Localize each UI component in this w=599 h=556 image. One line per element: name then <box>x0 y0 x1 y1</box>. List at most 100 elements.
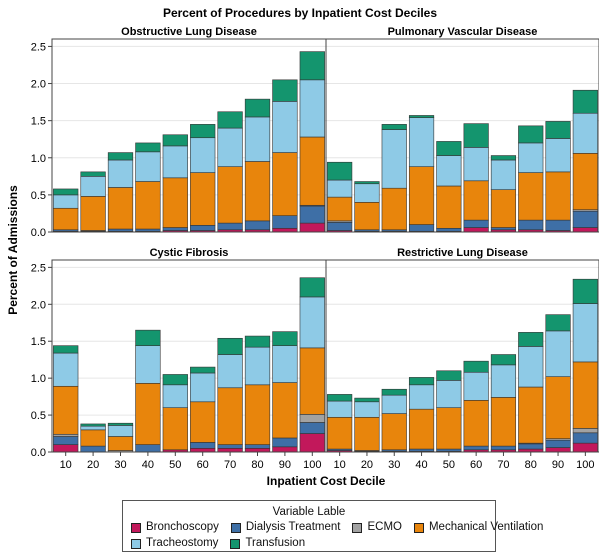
bar-segment-bronchoscopy-60 <box>190 448 216 453</box>
y-tick-label: 2.5 <box>31 262 46 274</box>
legend-label-bronchoscopy: Bronchoscopy <box>146 521 219 533</box>
bar-segment-tracheostomy-50 <box>162 145 188 179</box>
bar-segment-dialysis-treatment-50 <box>162 227 188 231</box>
bar-segment-mechanical-ventilation-100 <box>572 361 598 429</box>
y-tick-label: 0.5 <box>31 410 46 422</box>
legend-label-mechanical-ventilation: Mechanical Ventilation <box>428 521 544 533</box>
bar-segment-bronchoscopy-90 <box>272 446 298 453</box>
bar-segment-dialysis-treatment-100 <box>572 432 598 444</box>
bar-segment-transfusion-70 <box>490 155 517 161</box>
bar-segment-mechanical-ventilation-30 <box>381 187 407 231</box>
bar-segment-transfusion-10 <box>327 394 353 402</box>
legend-item-dialysis-treatment: Dialysis Treatment <box>230 520 340 535</box>
bar-segment-transfusion-80 <box>518 125 544 144</box>
legend-item-tracheostomy: Tracheostomy <box>131 536 218 551</box>
bar-segment-dialysis-treatment-60 <box>190 225 216 231</box>
bar-segment-mechanical-ventilation-70 <box>490 189 517 228</box>
bar-segment-mechanical-ventilation-50 <box>436 407 462 450</box>
bar-segment-tracheostomy-70 <box>490 364 517 398</box>
bar-segment-tracheostomy-80 <box>518 346 544 388</box>
bar-segment-mechanical-ventilation-50 <box>162 407 188 451</box>
legend-row-1: Bronchoscopy Dialysis Treatment ECMO Mec… <box>123 520 543 535</box>
bar-segment-mechanical-ventilation-40 <box>408 408 435 450</box>
bar-segment-transfusion-40 <box>408 377 435 386</box>
bar-segment-bronchoscopy-90 <box>272 227 298 233</box>
bar-segment-bronchoscopy-60 <box>463 227 489 233</box>
x-tick-label: 20 <box>87 459 99 471</box>
bar-segment-tracheostomy-80 <box>244 346 271 386</box>
bar-segment-transfusion-100 <box>299 51 325 81</box>
bar-segment-bronchoscopy-100 <box>572 442 598 453</box>
bar-segment-mechanical-ventilation-70 <box>490 397 517 447</box>
bar-segment-mechanical-ventilation-60 <box>463 400 489 447</box>
bar-segment-transfusion-50 <box>162 134 188 147</box>
bar-segment-transfusion-50 <box>162 374 188 386</box>
bar-segment-bronchoscopy-90 <box>545 447 571 453</box>
legend-label-transfusion: Transfusion <box>245 537 306 549</box>
bar-segment-mechanical-ventilation-40 <box>135 383 161 445</box>
bar-segment-mechanical-ventilation-80 <box>518 172 544 221</box>
bar-segment-mechanical-ventilation-80 <box>244 384 271 445</box>
legend-title: Variable Lable <box>272 506 346 518</box>
legend-swatch-ecmo <box>352 522 363 533</box>
bar-segment-bronchoscopy-70 <box>217 448 243 453</box>
bar-segment-tracheostomy-70 <box>217 127 243 167</box>
panel-title-pulmonary-vascular-disease: Pulmonary Vascular Disease <box>388 26 538 38</box>
y-axis-label: Percent of Admissions <box>6 185 20 315</box>
bar-segment-tracheostomy-100 <box>572 112 598 154</box>
bar-segment-tracheostomy-50 <box>162 384 188 408</box>
bar-segment-tracheostomy-90 <box>272 101 298 153</box>
bar-segment-mechanical-ventilation-50 <box>436 185 462 229</box>
bar-segment-tracheostomy-60 <box>190 372 216 403</box>
x-tick-label: 60 <box>470 459 482 471</box>
x-tick-label: 80 <box>525 459 537 471</box>
bar-segment-transfusion-50 <box>436 141 462 156</box>
bar-segment-tracheostomy-60 <box>463 147 489 182</box>
panel-restrictive-lung-disease: Restrictive Lung Disease 10 20 30 40 50 60 70 80… <box>325 247 599 471</box>
bar-segment-ecmo-100 <box>572 428 598 434</box>
x-tick-label: 60 <box>197 459 209 471</box>
bar-segment-mechanical-ventilation-30 <box>107 436 134 451</box>
bar-segment-mechanical-ventilation-40 <box>408 166 435 225</box>
bar-segment-tracheostomy-40 <box>408 384 435 410</box>
bar-segment-mechanical-ventilation-10 <box>53 385 79 435</box>
bar-segment-mechanical-ventilation-100 <box>299 136 325 206</box>
panel-title-restrictive-lung-disease: Restrictive Lung Disease <box>397 247 528 259</box>
y-tick-label: 0.0 <box>31 227 46 239</box>
bar-segment-dialysis-treatment-100 <box>299 422 325 434</box>
x-tick-label: 40 <box>415 459 427 471</box>
bar-segment-mechanical-ventilation-30 <box>381 413 407 451</box>
y-tick-label: 1.0 <box>31 373 46 385</box>
bar-segment-dialysis-treatment-50 <box>436 448 462 452</box>
bar-segment-transfusion-20 <box>80 423 106 427</box>
bar-segment-mechanical-ventilation-90 <box>272 152 298 216</box>
panel-pulmonary-vascular-disease: Pulmonary Vascular Disease <box>325 26 599 233</box>
bar-segment-dialysis-treatment-40 <box>408 224 435 232</box>
legend-swatch-mechanical-ventilation <box>413 522 424 533</box>
bar-segment-transfusion-40 <box>135 329 161 346</box>
x-tick-label: 100 <box>576 459 594 471</box>
bar-segment-bronchoscopy-100 <box>572 227 598 233</box>
bar-segment-transfusion-10 <box>327 161 353 181</box>
bar-segment-transfusion-20 <box>80 171 106 177</box>
bar-segment-transfusion-60 <box>190 366 216 374</box>
bar-segment-transfusion-20 <box>354 397 380 403</box>
bar-segment-dialysis-treatment-90 <box>545 219 571 231</box>
panel-obstructive-lung-disease: Obstructive Lung Disease 0.0 0.5 1.0 1.5 2.0 2… <box>31 26 327 239</box>
bar-segment-dialysis-treatment-70 <box>490 445 517 451</box>
bar-segment-transfusion-70 <box>217 111 243 129</box>
bar-segment-tracheostomy-60 <box>463 371 489 401</box>
y-tick-label: 1.0 <box>31 153 46 165</box>
bar-segment-transfusion-30 <box>107 152 134 161</box>
bar-segment-tracheostomy-10 <box>53 194 79 209</box>
bar-segment-tracheostomy-10 <box>327 179 353 198</box>
x-tick-label: 90 <box>552 459 564 471</box>
bar-segment-mechanical-ventilation-90 <box>545 376 571 440</box>
bar-segment-dialysis-treatment-40 <box>135 444 161 453</box>
bar-segment-mechanical-ventilation-10 <box>327 196 353 222</box>
y-tick-label: 0.5 <box>31 190 46 202</box>
bar-segment-dialysis-treatment-40 <box>135 228 161 232</box>
bar-segment-transfusion-40 <box>135 142 161 153</box>
bar-segment-tracheostomy-60 <box>190 137 216 173</box>
